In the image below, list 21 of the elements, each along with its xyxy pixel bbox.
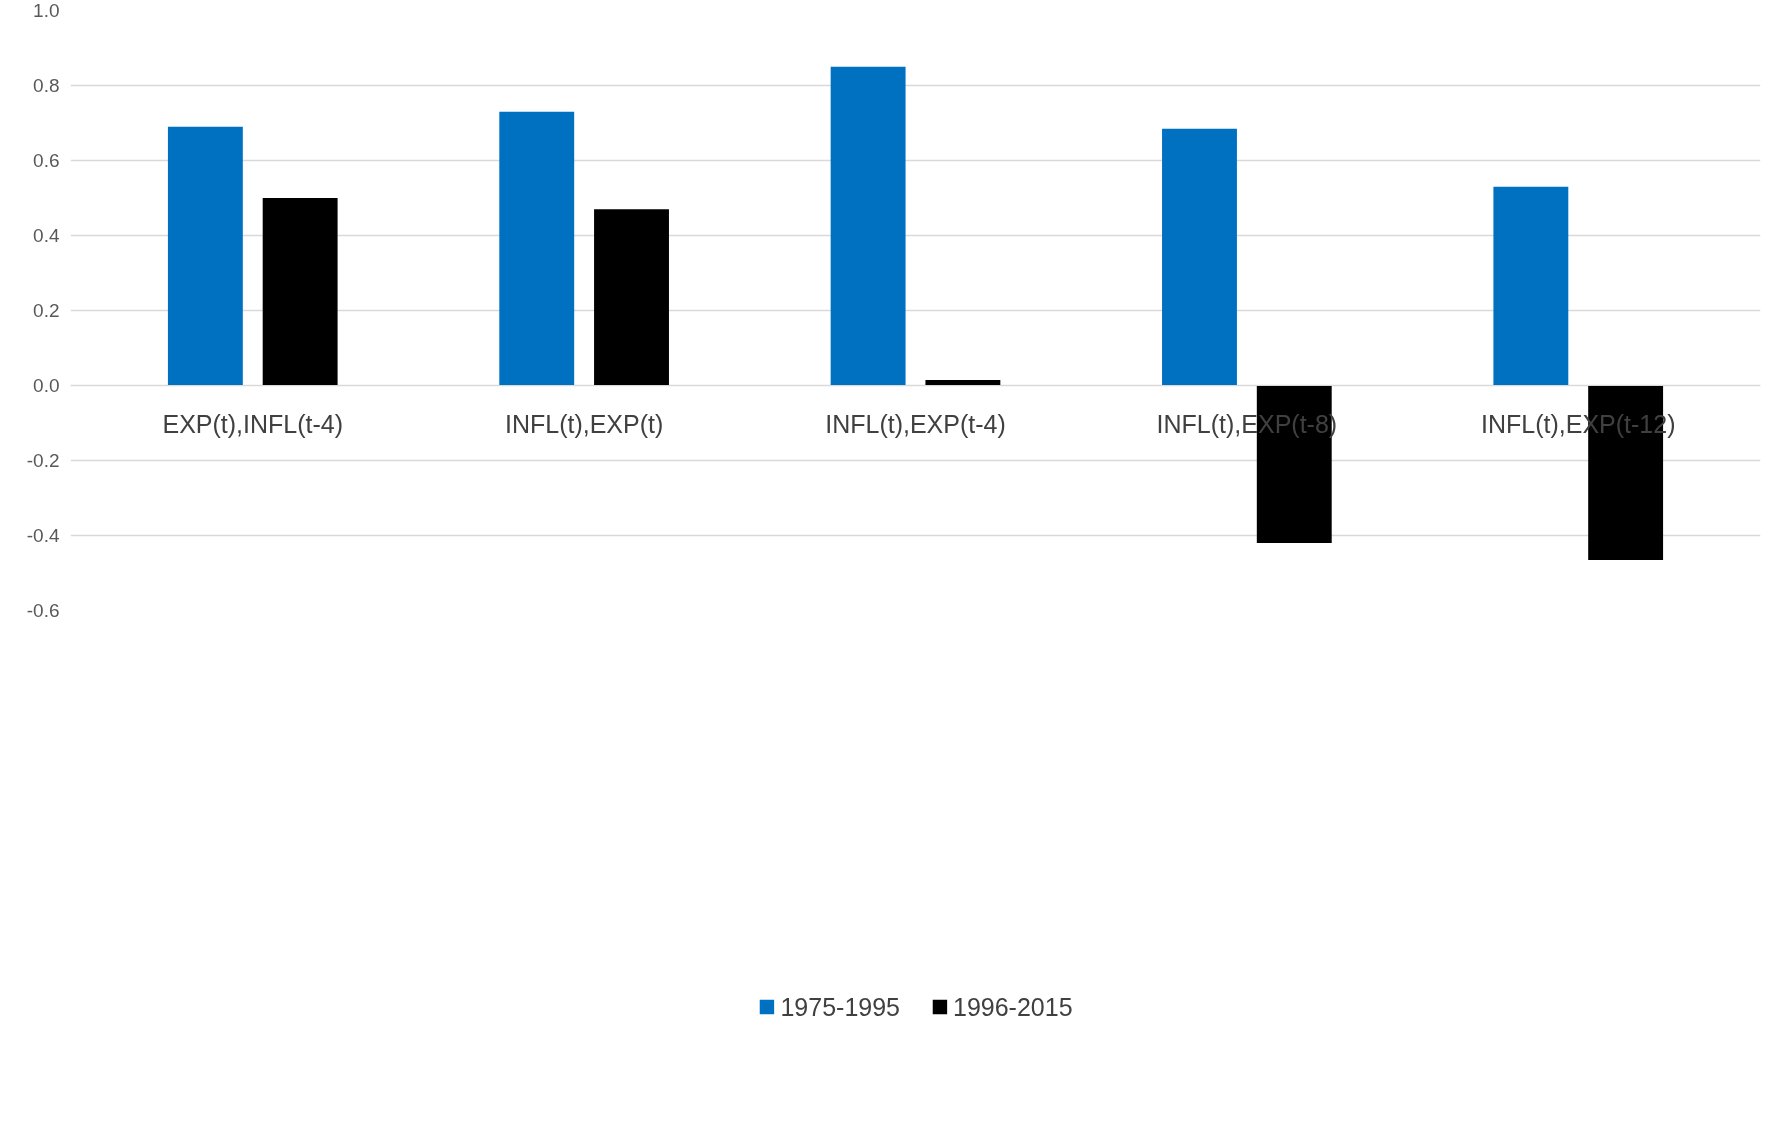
y-tick-label: 0.6 bbox=[33, 150, 60, 171]
y-tick-label: 0.0 bbox=[33, 375, 60, 396]
y-tick-label: -0.6 bbox=[26, 600, 60, 621]
bar bbox=[1493, 186, 1569, 386]
bar bbox=[499, 111, 575, 386]
legend-label: 1975-1995 bbox=[780, 992, 900, 1021]
y-tick-label: 0.4 bbox=[33, 225, 60, 246]
y-tick-label: -0.2 bbox=[26, 450, 60, 471]
x-tick-label: EXP(t),INFL(t-4) bbox=[162, 409, 344, 438]
bar bbox=[262, 198, 338, 386]
x-tick-label: INFL(t),EXP(t) bbox=[504, 409, 664, 438]
y-tick-label: 0.2 bbox=[33, 300, 60, 321]
y-tick-label: 1.0 bbox=[33, 0, 60, 21]
bar bbox=[1162, 128, 1237, 386]
y-tick-label: 0.8 bbox=[33, 75, 60, 96]
bar bbox=[167, 126, 243, 386]
x-tick-label: INFL(t),EXP(t-4) bbox=[825, 409, 1006, 438]
y-tick-label: -0.4 bbox=[26, 525, 60, 546]
bar bbox=[594, 209, 669, 386]
bar bbox=[830, 66, 906, 386]
legend-label: 1996-2015 bbox=[953, 992, 1073, 1021]
